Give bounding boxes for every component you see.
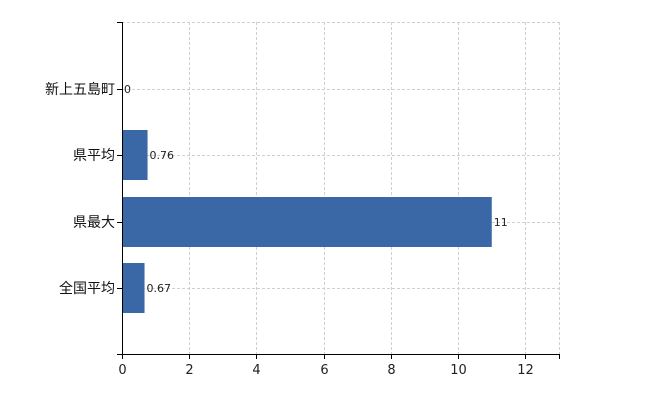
x-tick-label: 12 [517, 363, 534, 378]
y-tick-label: 県平均 [73, 148, 115, 164]
bar [122, 197, 492, 247]
axes [117, 22, 560, 359]
x-tick-label: 10 [450, 363, 467, 378]
x-tick-label: 2 [185, 363, 193, 378]
x-tick-label: 8 [387, 363, 395, 378]
x-tick-label: 6 [320, 363, 328, 378]
bar [122, 263, 145, 313]
bar-value-label: 0.67 [147, 282, 172, 295]
bar-value-label: 0.76 [150, 149, 175, 162]
bar [122, 130, 148, 180]
grid [122, 22, 560, 354]
y-tick-label: 全国平均 [59, 280, 115, 297]
x-tick-label: 0 [118, 363, 126, 378]
bar-value-label: 0 [124, 83, 131, 96]
y-tick-label: 新上五島町 [45, 82, 115, 98]
bar-value-label: 11 [494, 216, 508, 229]
bars [122, 130, 492, 313]
x-tick-label: 4 [252, 363, 260, 378]
y-tick-label: 県最大 [73, 215, 115, 231]
